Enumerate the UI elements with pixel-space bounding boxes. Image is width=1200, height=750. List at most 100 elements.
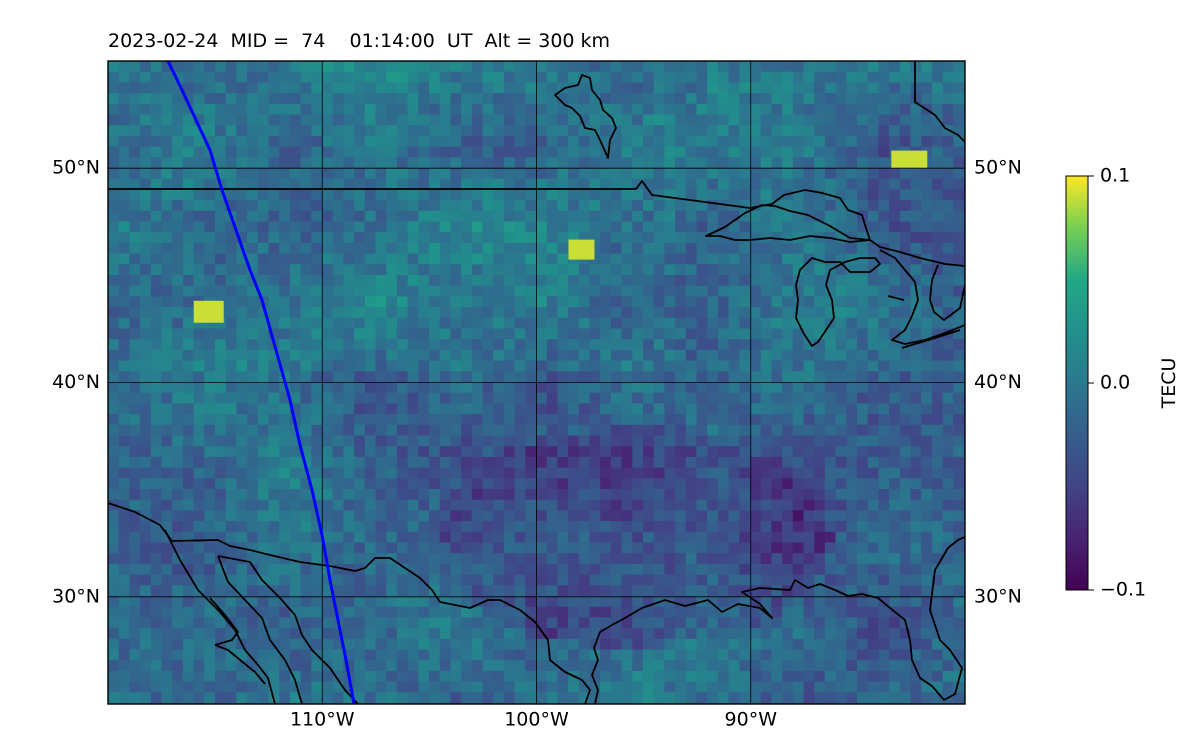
heatmap-cell	[150, 692, 163, 704]
heatmap-cell	[782, 232, 794, 244]
heatmap-cell	[632, 692, 644, 704]
heatmap-cell	[953, 114, 965, 126]
heatmap-cell	[439, 232, 451, 244]
heatmap-cell	[610, 681, 623, 693]
heatmap-cell	[182, 392, 195, 404]
heatmap-cell	[728, 660, 740, 672]
heatmap-cell	[536, 499, 548, 511]
heatmap-cell	[289, 307, 302, 319]
heatmap-cell	[835, 93, 847, 105]
heatmap-cell	[760, 681, 772, 693]
heatmap-cell	[525, 574, 537, 586]
heatmap-cell	[803, 553, 815, 565]
heatmap-cell	[182, 360, 195, 372]
heatmap-cell	[140, 510, 152, 522]
heatmap-cell	[899, 232, 912, 244]
heatmap-cell	[771, 489, 783, 501]
heatmap-cell	[322, 275, 334, 287]
heatmap-cell	[418, 210, 430, 223]
heatmap-cell	[717, 681, 730, 693]
heatmap-cell	[407, 670, 419, 683]
heatmap-cell	[803, 371, 815, 383]
heatmap-cell	[450, 510, 462, 522]
heatmap-cell	[910, 360, 922, 372]
heatmap-cell	[803, 275, 815, 287]
heatmap-cell	[461, 296, 473, 308]
heatmap-cell	[621, 103, 633, 116]
heatmap-cell	[707, 232, 719, 244]
heatmap-cell	[407, 585, 419, 597]
heatmap-cell	[332, 424, 344, 437]
heatmap-cell	[835, 296, 847, 308]
heatmap-cell	[578, 424, 591, 437]
heatmap-cell	[953, 435, 965, 447]
heatmap-cell	[803, 328, 815, 340]
heatmap-cell	[910, 660, 922, 672]
heatmap-cell	[161, 178, 173, 190]
heatmap-cell	[396, 563, 409, 576]
heatmap-cell	[782, 531, 794, 544]
heatmap-cell	[953, 403, 965, 415]
heatmap-cell	[685, 253, 698, 265]
heatmap-cell	[568, 157, 580, 169]
heatmap-cell	[225, 414, 237, 426]
heatmap-cell	[482, 424, 494, 437]
heatmap-cell	[643, 232, 655, 244]
heatmap-cell	[118, 264, 130, 276]
heatmap-cell	[279, 681, 291, 693]
heatmap-cell	[300, 285, 312, 297]
heatmap-cell	[108, 446, 120, 458]
heatmap-cell	[792, 360, 805, 372]
heatmap-cell	[835, 371, 847, 383]
heatmap-cell	[247, 61, 259, 73]
heatmap-cell	[493, 563, 505, 576]
heatmap-cell	[375, 424, 387, 437]
heatmap-cell	[289, 328, 302, 340]
heatmap-cell	[450, 82, 462, 94]
heatmap-cell	[225, 606, 237, 618]
heatmap-cell	[942, 510, 954, 522]
heatmap-cell	[514, 542, 526, 554]
heatmap-cell	[225, 435, 237, 447]
heatmap-cell	[942, 317, 954, 330]
heatmap-cell	[739, 382, 751, 394]
heatmap-cell	[354, 360, 366, 372]
heatmap-cell	[407, 253, 419, 265]
heatmap-cell	[161, 168, 173, 180]
heatmap-cell	[792, 649, 805, 661]
heatmap-cell	[835, 275, 847, 287]
heatmap-cell	[108, 103, 120, 116]
heatmap-cell	[728, 168, 740, 180]
heatmap-cell	[439, 200, 451, 212]
heatmap-cell	[161, 339, 173, 351]
heatmap-cell	[364, 649, 377, 661]
heatmap-cell	[536, 253, 548, 265]
heatmap-cell	[289, 253, 302, 265]
heatmap-cell	[225, 521, 237, 533]
heatmap-cell	[396, 232, 409, 244]
heatmap-cell	[824, 499, 837, 511]
heatmap-cell	[910, 210, 922, 223]
heatmap-cell	[867, 285, 879, 297]
heatmap-cell	[760, 360, 772, 372]
heatmap-cell	[343, 585, 355, 597]
heatmap-cell	[461, 307, 473, 319]
heatmap-cell	[332, 670, 344, 683]
heatmap-cell	[867, 135, 879, 148]
heatmap-cell	[600, 670, 612, 683]
heatmap-cell	[568, 478, 580, 490]
heatmap-cell	[354, 93, 366, 105]
heatmap-cell	[289, 382, 302, 394]
heatmap-cell	[696, 382, 708, 394]
heatmap-cell	[311, 242, 323, 255]
heatmap-cell	[621, 392, 633, 404]
heatmap-cell	[289, 114, 302, 126]
heatmap-cell	[643, 178, 655, 190]
heatmap-cell	[750, 232, 762, 244]
heatmap-cell	[846, 424, 858, 437]
heatmap-cell	[739, 317, 751, 330]
heatmap-cell	[161, 382, 173, 394]
heatmap-cell	[536, 456, 548, 469]
heatmap-cell	[172, 392, 184, 404]
heatmap-cell	[407, 403, 419, 415]
